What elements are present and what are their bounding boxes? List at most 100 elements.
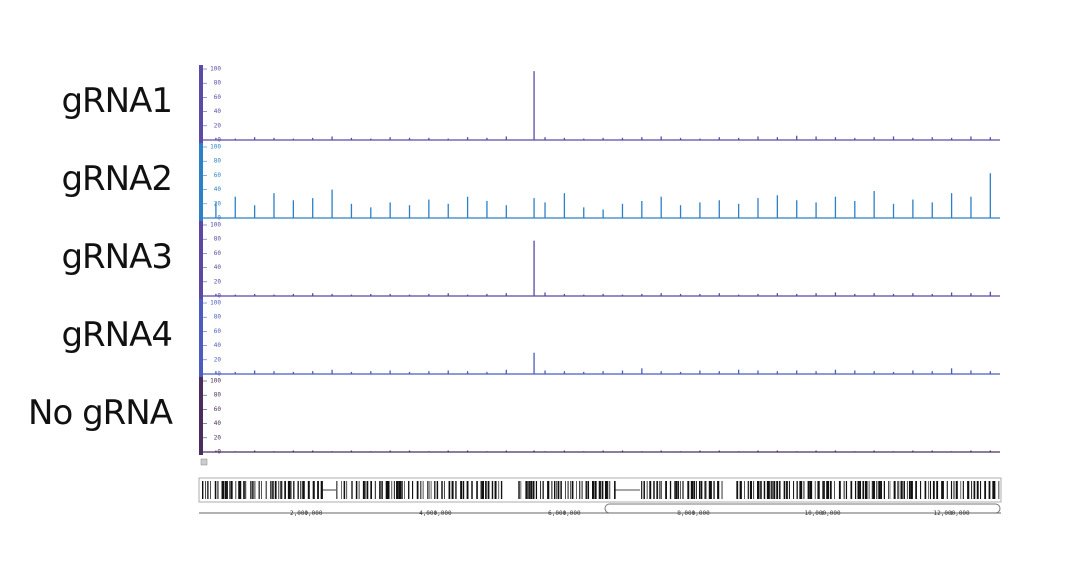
gene-stripe [498, 481, 500, 499]
gene-stripe [556, 481, 557, 499]
gene-stripe [980, 481, 982, 499]
gene-stripe [646, 481, 648, 499]
gene-stripe [872, 481, 875, 499]
gene-stripe [643, 481, 645, 499]
gene-stripe [920, 481, 922, 499]
gene-stripe [941, 481, 944, 499]
gene-stripe [766, 481, 769, 499]
gene-stripe [540, 481, 542, 499]
gene-stripe [254, 481, 256, 499]
gene-stripe [243, 481, 245, 499]
track-axis-bar [199, 221, 203, 299]
x-tick-label: 2,000,000 [290, 510, 323, 517]
y-tick-label: 80 [214, 314, 222, 321]
gene-stripe [307, 481, 310, 499]
gene-stripe [883, 481, 885, 499]
gene-stripe [862, 481, 864, 499]
gene-stripe [518, 481, 520, 499]
track-label: gRNA4 [61, 315, 172, 355]
gene-stripe [859, 481, 862, 499]
gene-stripe [571, 481, 574, 499]
gene-stripe [530, 481, 532, 499]
gene-stripe [404, 481, 405, 499]
gene-stripe [576, 481, 577, 499]
gene-stripe [374, 481, 376, 499]
gene-stripe [553, 481, 556, 499]
gene-stripe [809, 481, 812, 499]
gene-stripe [336, 481, 338, 499]
gene-stripe [245, 481, 247, 499]
gene-stripe [796, 481, 798, 499]
gene-stripe [278, 481, 280, 499]
y-tick-label: 80 [214, 236, 222, 243]
gene-stripe [932, 481, 935, 499]
gene-stripe [312, 481, 315, 499]
gene-stripe [428, 481, 430, 499]
gene-stripe [222, 481, 225, 499]
gene-stripe [607, 481, 609, 499]
y-tick-label: 20 [214, 200, 222, 207]
gene-stripe [609, 481, 611, 499]
gene-stripe [270, 481, 272, 499]
y-tick-label: 40 [214, 342, 222, 349]
gene-stripe [300, 481, 302, 499]
x-tick-label: 8,000,000 [677, 510, 710, 517]
x-tick-label: 6,000,000 [548, 510, 581, 517]
gene-stripe [675, 481, 678, 499]
gene-stripe [906, 481, 908, 499]
gene-stripe [641, 481, 643, 499]
gene-stripe [911, 481, 913, 499]
gene-stripe [807, 481, 810, 499]
gene-stripe [401, 481, 403, 499]
gene-stripe [915, 481, 917, 499]
gene-stripe [412, 481, 414, 499]
gene-stripe [487, 481, 490, 499]
gene-stripe [520, 481, 522, 499]
x-tick-label: 4,000,000 [419, 510, 452, 517]
gene-stripe [817, 481, 819, 499]
gene-stripe [993, 481, 996, 499]
gene-stripe [823, 481, 825, 499]
gene-stripe [788, 481, 790, 499]
gene-stripe [962, 481, 964, 499]
gene-stripe [422, 481, 424, 499]
gene-stripe [693, 481, 696, 499]
gene-stripe [897, 481, 898, 499]
gene-stripe [758, 481, 760, 499]
gene-stripe [451, 481, 454, 499]
gene-stripe [799, 481, 802, 499]
gene-stripe [525, 481, 527, 499]
gene-stripe [320, 481, 323, 499]
gene-stripe [747, 481, 749, 499]
y-tick-label: 20 [214, 122, 222, 129]
gene-stripe [800, 481, 803, 499]
gene-stripe [992, 481, 994, 499]
gene-stripe [351, 481, 353, 499]
gene-stripe [258, 481, 260, 499]
track [199, 143, 203, 221]
gene-stripe [988, 481, 991, 499]
gene-stripe [346, 481, 348, 499]
gene-stripe [850, 481, 853, 499]
y-tick-label: 60 [214, 406, 222, 413]
gene-stripe [239, 481, 242, 499]
gene-stripe [971, 481, 973, 499]
gene-stripe [297, 481, 299, 499]
gene-stripe [385, 481, 388, 499]
gene-stripe [551, 481, 553, 499]
gene-stripe [803, 481, 805, 499]
gene-stripe [783, 481, 786, 499]
gene-stripe [557, 481, 560, 499]
gene-stripe [680, 481, 681, 499]
gene-stripe [481, 481, 485, 499]
track-axis-bar [199, 299, 203, 377]
gene-stripe [893, 481, 896, 499]
gene-stripe [455, 481, 457, 499]
gene-stripe [866, 481, 868, 499]
gene-stripe [542, 481, 544, 499]
gene-stripe [604, 481, 608, 499]
gene-stripe [717, 481, 720, 499]
y-tick-label: 100 [210, 144, 221, 151]
gene-stripe [928, 481, 930, 499]
gene-stripe [753, 481, 755, 499]
